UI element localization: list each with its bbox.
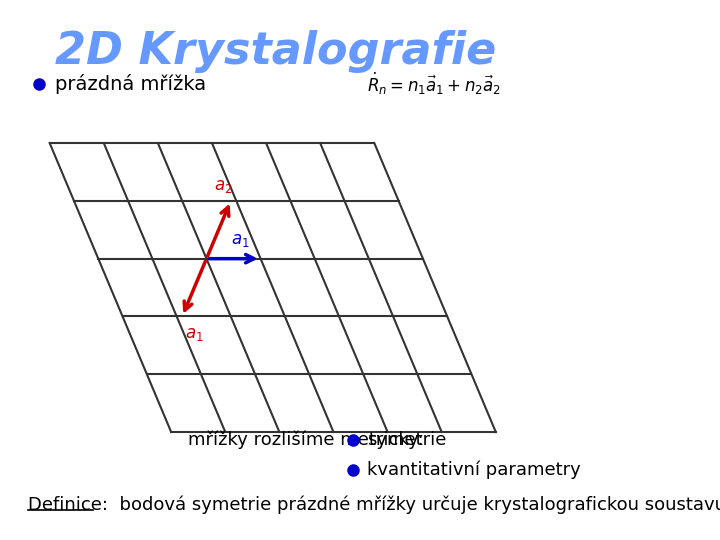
Text: Definice:  bodová symetrie prázdné mřížky určuje krystalografickou soustavu: Definice: bodová symetrie prázdné mřížky…	[27, 496, 720, 514]
Text: 2D Krystalografie: 2D Krystalografie	[55, 31, 497, 75]
Text: 2D Krystalografie: 2D Krystalografie	[54, 28, 495, 71]
Text: 2D Krystalografie: 2D Krystalografie	[57, 31, 498, 75]
Text: mřížky rozlišíme metricky:: mřížky rozlišíme metricky:	[188, 431, 423, 449]
Text: 2D Krystalografie: 2D Krystalografie	[55, 28, 497, 71]
Text: 2D Krystalografie: 2D Krystalografie	[54, 30, 495, 73]
Text: $\dot{R}_n = n_1\vec{a}_1 + n_2\vec{a}_2$: $\dot{R}_n = n_1\vec{a}_1 + n_2\vec{a}_2…	[367, 71, 501, 97]
Text: symetrie: symetrie	[367, 431, 446, 449]
Text: prázdná mřížka: prázdná mřížka	[55, 73, 207, 94]
Text: $a_2$: $a_2$	[215, 178, 233, 195]
Text: $a_1$: $a_1$	[231, 231, 249, 249]
Text: $a_1$: $a_1$	[185, 325, 204, 342]
Text: 2D Krystalografie: 2D Krystalografie	[57, 30, 498, 73]
Text: 2D Krystalografie: 2D Krystalografie	[57, 28, 498, 71]
Text: 2D Krystalografie: 2D Krystalografie	[55, 30, 497, 73]
Text: kvantitativní parametry: kvantitativní parametry	[367, 461, 581, 479]
Text: 2D Krystalografie: 2D Krystalografie	[54, 31, 495, 75]
